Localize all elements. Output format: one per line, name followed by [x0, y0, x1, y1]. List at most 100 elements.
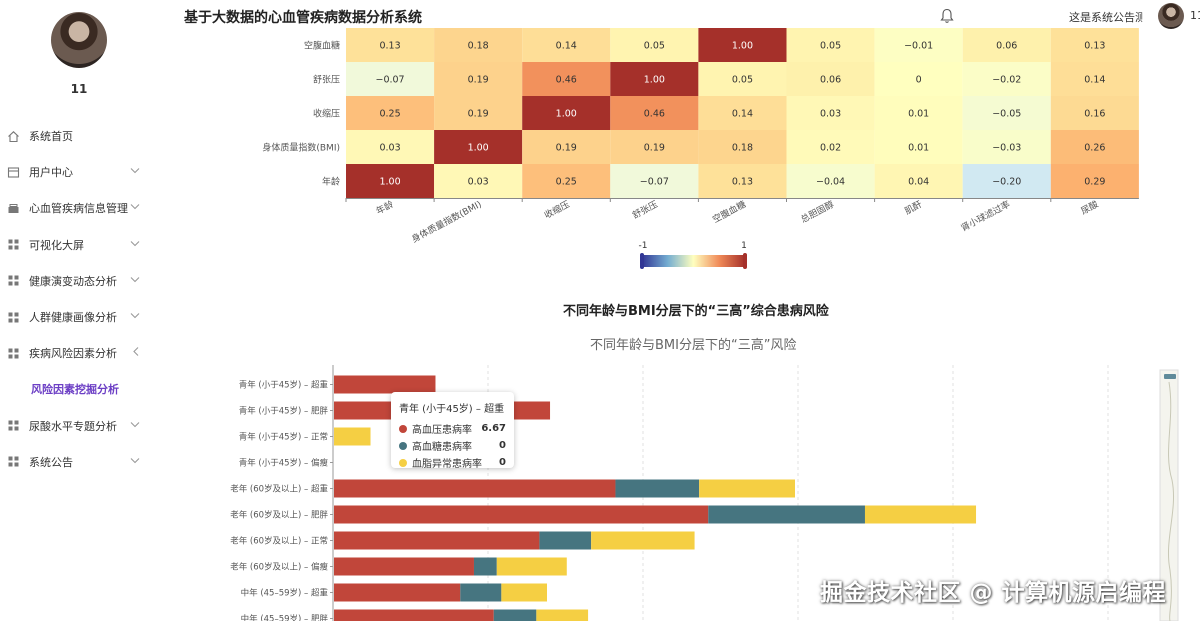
- heatmap-cell[interactable]: [1050, 130, 1139, 164]
- bar-segment[interactable]: [493, 609, 537, 621]
- heatmap-cell[interactable]: [698, 130, 787, 164]
- header-username[interactable]: 11: [1190, 9, 1200, 22]
- heatmap-cell[interactable]: [962, 62, 1051, 96]
- heatmap-cell[interactable]: [786, 130, 875, 164]
- bar-y-tick-label: 老年 (60岁及以上) – 偏瘦: [230, 562, 328, 573]
- heatmap-cell[interactable]: [874, 164, 963, 198]
- heatmap-cell[interactable]: [610, 28, 699, 62]
- bar-segment[interactable]: [473, 557, 497, 576]
- heatmap-cell[interactable]: [698, 28, 787, 62]
- bar-segment[interactable]: [334, 531, 540, 550]
- bar-segment[interactable]: [460, 583, 502, 602]
- sidebar-item-4[interactable]: 健康演变动态分析: [0, 263, 160, 299]
- heatmap-cell[interactable]: [522, 62, 611, 96]
- heatmap-cell[interactable]: [786, 164, 875, 198]
- bar-segment[interactable]: [334, 609, 494, 621]
- header-avatar[interactable]: [1158, 3, 1184, 29]
- bar-segment[interactable]: [496, 557, 567, 576]
- heatmap-cell[interactable]: [1050, 62, 1139, 96]
- heatmap-cell-label: 0: [916, 75, 922, 86]
- heatmap-cell[interactable]: [434, 164, 523, 198]
- visual-map-max-handle[interactable]: [743, 253, 747, 269]
- heatmap-cell[interactable]: [610, 164, 699, 198]
- sidebar-item-6[interactable]: 疾病风险因素分析: [0, 335, 160, 371]
- heatmap-cell[interactable]: [698, 96, 787, 130]
- bar-segment[interactable]: [334, 479, 616, 498]
- heatmap-cell[interactable]: [874, 28, 963, 62]
- heatmap-cell[interactable]: [1050, 164, 1139, 198]
- sidebar-item-8[interactable]: 尿酸水平专题分析: [0, 408, 160, 444]
- bar-segment[interactable]: [864, 505, 977, 524]
- sidebar-item-1[interactable]: 用户中心: [0, 154, 160, 190]
- bell-icon[interactable]: [940, 8, 954, 24]
- visual-map-min-handle[interactable]: [640, 253, 644, 269]
- heatmap-cell[interactable]: [522, 28, 611, 62]
- page-title: 基于大数据的心血管疾病数据分析系统: [184, 10, 422, 26]
- heatmap-cell[interactable]: [698, 62, 787, 96]
- heatmap-cell[interactable]: [698, 164, 787, 198]
- heatmap-cell[interactable]: [522, 164, 611, 198]
- heatmap-cell[interactable]: [522, 130, 611, 164]
- datazoom-slider-track[interactable]: [1159, 369, 1179, 621]
- heatmap-cell[interactable]: [434, 96, 523, 130]
- bar-segment[interactable]: [334, 427, 371, 446]
- bar-segment[interactable]: [699, 479, 795, 498]
- sidebar-item-label: 可视化大屏: [29, 238, 84, 252]
- sidebar-item-label: 风险因素挖掘分析: [31, 383, 119, 397]
- heatmap-cell[interactable]: [962, 96, 1051, 130]
- heatmap-cell[interactable]: [610, 130, 699, 164]
- heatmap-cell-label: −0.04: [816, 177, 845, 188]
- heatmap-cell[interactable]: [610, 62, 699, 96]
- heatmap-cell[interactable]: [786, 62, 875, 96]
- heatmap-cell[interactable]: [610, 96, 699, 130]
- series-dot-icon: [399, 441, 407, 450]
- heatmap-cell[interactable]: [786, 96, 875, 130]
- bar-y-tick-label: 中年 (45–59岁) – 肥胖: [241, 614, 329, 621]
- system-notice-marquee[interactable]: 这是系统公告测试: [1069, 11, 1143, 24]
- bar-segment[interactable]: [334, 583, 461, 602]
- bar-y-tick-label: 青年 (小于45岁) – 正常: [239, 432, 328, 443]
- heatmap-y-tick-label: 舒张压: [313, 74, 340, 86]
- bar-y-tick-label: 青年 (小于45岁) – 超重: [239, 380, 329, 391]
- heatmap-cell[interactable]: [346, 164, 435, 198]
- heatmap-cell[interactable]: [1050, 28, 1139, 62]
- sidebar-item-2[interactable]: 心血管疾病信息管理: [0, 190, 160, 226]
- sidebar-item-0[interactable]: 系统首页: [0, 118, 160, 154]
- bar-segment[interactable]: [334, 375, 436, 394]
- heatmap-cell[interactable]: [874, 62, 963, 96]
- heatmap-cell-label: 0.14: [556, 41, 577, 52]
- bar-segment[interactable]: [334, 557, 474, 576]
- heatmap-cell-label: 0.25: [556, 177, 577, 188]
- heatmap-cell[interactable]: [962, 28, 1051, 62]
- heatmap-cell[interactable]: [874, 96, 963, 130]
- heatmap-cell[interactable]: [434, 62, 523, 96]
- bar-segment[interactable]: [536, 609, 589, 621]
- sidebar-item-7[interactable]: 风险因素挖掘分析: [0, 371, 160, 407]
- heatmap-cell[interactable]: [346, 62, 435, 96]
- bar-segment[interactable]: [539, 531, 592, 550]
- grid-icon: [7, 274, 20, 287]
- heatmap-cell[interactable]: [962, 164, 1051, 198]
- series-dot-icon: [399, 458, 407, 467]
- bar-segment[interactable]: [615, 479, 700, 498]
- avatar[interactable]: [51, 12, 107, 68]
- bar-segment[interactable]: [591, 531, 695, 550]
- datazoom-slider-handle[interactable]: [1164, 374, 1176, 379]
- sidebar-item-9[interactable]: 系统公告: [0, 444, 160, 480]
- heatmap-cell[interactable]: [346, 130, 435, 164]
- heatmap-cell[interactable]: [434, 130, 523, 164]
- heatmap-cell[interactable]: [434, 28, 523, 62]
- heatmap-cell[interactable]: [874, 130, 963, 164]
- heatmap-cell[interactable]: [522, 96, 611, 130]
- bar-segment[interactable]: [334, 505, 709, 524]
- heatmap-cell[interactable]: [1050, 96, 1139, 130]
- sidebar-item-3[interactable]: 可视化大屏: [0, 227, 160, 263]
- heatmap-cell[interactable]: [962, 130, 1051, 164]
- heatmap-visual-map[interactable]: -1 1: [630, 236, 760, 276]
- heatmap-cell[interactable]: [786, 28, 875, 62]
- bar-segment[interactable]: [708, 505, 865, 524]
- heatmap-cell[interactable]: [346, 96, 435, 130]
- bar-segment[interactable]: [501, 583, 547, 602]
- sidebar-item-5[interactable]: 人群健康画像分析: [0, 299, 160, 335]
- heatmap-cell[interactable]: [346, 28, 435, 62]
